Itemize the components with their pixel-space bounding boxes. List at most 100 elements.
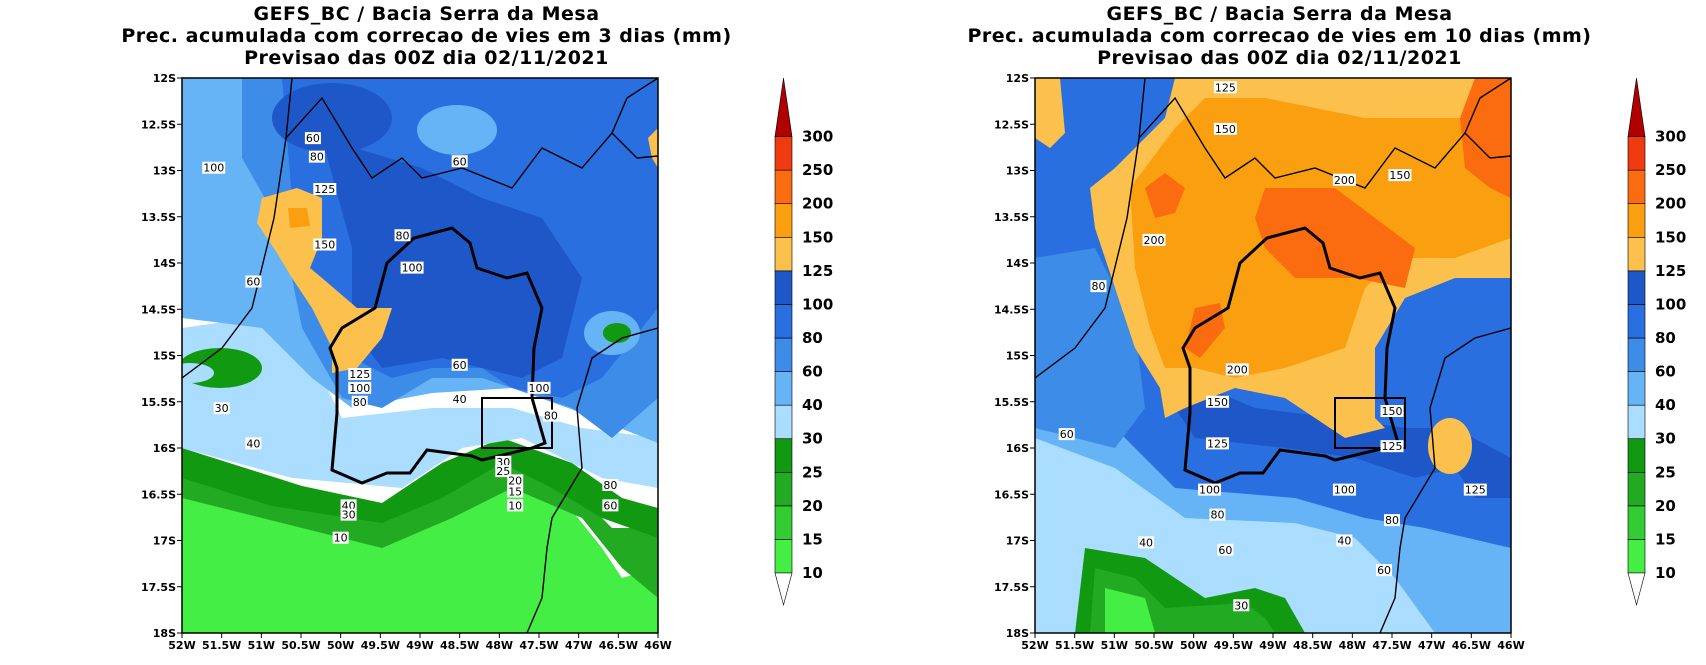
contour-label-bg: [1332, 173, 1356, 186]
precip-area-125: [257, 188, 392, 373]
contour-label: 60: [1060, 428, 1074, 441]
contour-label-bg: [394, 229, 411, 242]
colorbar-segment: [1627, 539, 1646, 574]
lon-tick-label: 48W: [486, 639, 513, 652]
contour-label: 80: [1091, 280, 1105, 293]
contour-label-bg: [1217, 543, 1234, 556]
contour-label: 80: [1385, 514, 1399, 527]
lon-tick-label: 46.5W: [599, 639, 638, 652]
colorbar-segment: [774, 304, 793, 339]
lon-tick-label: 48W: [1339, 639, 1366, 652]
lon-tick-label: 50W: [327, 639, 354, 652]
contour-label-bg: [1213, 122, 1237, 135]
lat-tick-label: 16.5S: [994, 488, 1029, 501]
colorbar-segment: [774, 337, 793, 372]
lat-tick-label: 12S: [1006, 72, 1029, 85]
colorbar-min-arrow: [1627, 572, 1646, 607]
contour-label-bg: [1388, 169, 1412, 182]
lat-tick-label: 18S: [153, 627, 176, 640]
precip-area-60: [1035, 248, 1145, 448]
lon-tick-label: 47W: [1418, 639, 1445, 652]
lat-tick-label: 17S: [1006, 535, 1029, 548]
colorbar-max-arrow: [774, 77, 793, 137]
precip-fill-layer: [1035, 78, 1511, 633]
basin-outline: [1181, 226, 1400, 485]
lat-tick-label: 17.5S: [994, 581, 1029, 594]
contour-labels: 125 150 200 150 200 80 200 150 150 125 125 60 100 100…: [1058, 81, 1487, 612]
precip-area-125: [1035, 78, 1065, 148]
lon-tick-label: 50W: [1180, 639, 1207, 652]
precip-area-15: [1105, 588, 1155, 633]
colorbar-level-label: 25: [802, 463, 823, 481]
colorbar-min-arrow: [774, 572, 793, 607]
colorbar-level-label: 25: [1655, 463, 1676, 481]
contour-label: 30: [1234, 599, 1248, 612]
contour-label-bg: [542, 409, 559, 422]
contour-label-bg: [495, 455, 512, 468]
precip-area-200: [1255, 188, 1415, 288]
colorbar-segment: [1627, 438, 1646, 473]
contour-label-bg: [1205, 437, 1229, 450]
lon-tick-label: 51W: [248, 639, 275, 652]
lat-tick-label: 13.5S: [994, 211, 1029, 224]
colorbar-level-label: 15: [1655, 530, 1676, 548]
contour-label-bg: [1380, 405, 1404, 417]
colorbar-segment: [1627, 136, 1646, 171]
colorbar-level-label: 40: [1655, 396, 1676, 414]
colorbar-segment: [774, 136, 793, 171]
contour-label: 150: [1389, 169, 1410, 182]
colorbar-level-label: 300: [1655, 128, 1686, 146]
precipitation-map-3-days: 12S 12.5S 13S 13.5S 14S 14.5S 15S 15.5S 16S 16.5S…: [141, 72, 833, 652]
contour-label-bg: [527, 381, 551, 394]
contour-label-bg: [245, 437, 262, 450]
colorbar-level-label: 125: [1655, 262, 1686, 280]
contour-label: 100: [1334, 484, 1355, 497]
precip-area-200: [1460, 78, 1511, 198]
contour-label: 125: [349, 368, 370, 381]
lon-tick-label: 51.5W: [202, 639, 241, 652]
colorbar-level-label: 200: [1655, 195, 1686, 213]
lat-tick-label: 13S: [153, 165, 176, 178]
colorbar-segment: [1627, 371, 1646, 406]
contour-label-bg: [400, 261, 424, 274]
contour-label: 10: [334, 532, 348, 545]
precip-area-10: [507, 570, 557, 606]
contour-label-bg: [1380, 440, 1404, 453]
contour-label-bg: [1058, 428, 1075, 441]
colorbar-level-label: 10: [1655, 564, 1676, 582]
state-border: [1464, 78, 1511, 134]
contour-label: 60: [306, 132, 320, 145]
contour-label-bg: [1225, 363, 1249, 376]
state-border: [636, 155, 658, 159]
panel-title-line-3: Previsao das 00Z dia 02/11/2021: [1097, 47, 1462, 69]
lon-tick-label: 46W: [1497, 639, 1524, 652]
lon-tick-label: 48.5W: [1293, 639, 1332, 652]
contour-label: 200: [1334, 174, 1355, 187]
lat-tick-label: 14.5S: [994, 303, 1029, 316]
colorbar-level-label: 20: [802, 497, 823, 515]
colorbar-level-label: 30: [1655, 430, 1676, 448]
precip-area-30: [182, 363, 214, 383]
colorbar-segment: [1627, 304, 1646, 339]
colorbar-level-label: 250: [1655, 161, 1686, 179]
lon-tick-label: 46W: [644, 639, 671, 652]
colorbar-segment: [774, 505, 793, 540]
colorbar-segment: [774, 404, 793, 440]
colorbar-level-label: 100: [802, 295, 833, 313]
contour-label: 80: [603, 479, 617, 492]
contour-label: 100: [529, 382, 550, 395]
lon-tick-label: 51W: [1101, 639, 1128, 652]
contour-label-bg: [1205, 395, 1229, 408]
colorbar: 10 15 20 25 30 40 60 80 100 125 150 200 250 300: [774, 77, 833, 607]
colorbar-max-arrow: [1627, 77, 1646, 137]
colorbar-level-label: 125: [802, 262, 833, 280]
colorbar-segment: [1627, 404, 1646, 440]
contour-label: 80: [310, 151, 324, 164]
panel-title-line-1: GEFS_BC / Bacia Serra da Mesa: [253, 3, 600, 25]
precip-area-100: [1155, 378, 1511, 498]
precip-fill-layer: [182, 78, 658, 633]
contour-label: 30: [215, 402, 229, 415]
contour-label-bg: [304, 132, 321, 145]
colorbar-segment: [1627, 169, 1646, 205]
contour-label: 40: [1139, 536, 1153, 549]
